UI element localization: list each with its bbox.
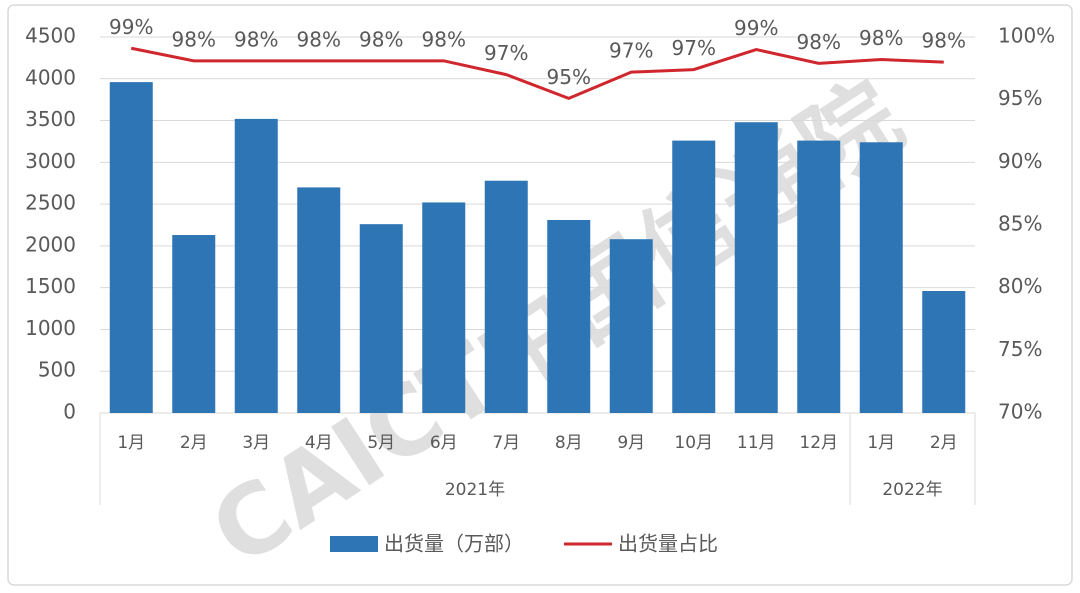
value-label: 98% [422, 27, 466, 51]
x-tick-label: 4月 [305, 433, 333, 453]
x-group-label: 2022年 [882, 480, 942, 500]
value-label: 98% [297, 27, 341, 51]
x-tick-label: 3月 [242, 433, 270, 453]
x-tick-label: 5月 [367, 433, 395, 453]
x-tick-label: 1月 [117, 433, 145, 453]
bar [359, 224, 403, 413]
bar [422, 202, 466, 413]
bar [672, 140, 716, 413]
x-tick-label: 2月 [180, 433, 208, 453]
bar [297, 187, 341, 413]
y2-tick-label: 80% [998, 274, 1042, 298]
bar [234, 118, 278, 413]
bar [547, 219, 591, 413]
y2-tick-label: 95% [998, 86, 1042, 110]
y-tick-label: 500 [38, 358, 76, 382]
x-group-label: 2021年 [445, 480, 505, 500]
legend-label: 出货量占比 [618, 532, 718, 556]
legend-label: 出货量（万部） [384, 532, 524, 556]
value-label: 98% [922, 29, 966, 53]
y-tick-label: 3500 [25, 107, 76, 131]
bar [922, 291, 966, 413]
bar [797, 140, 841, 413]
x-tick-label: 1月 [867, 433, 895, 453]
x-tick-label: 12月 [799, 433, 838, 453]
bar [859, 142, 903, 413]
value-label: 99% [109, 15, 153, 39]
y-tick-label: 1000 [25, 316, 76, 340]
y2-tick-label: 75% [998, 337, 1042, 361]
y-tick-label: 2500 [25, 191, 76, 215]
line [130, 46, 944, 101]
x-tick-label: 8月 [555, 433, 583, 453]
bar [109, 82, 153, 414]
value-label: 98% [797, 30, 841, 54]
x-tick-label: 2月 [930, 433, 958, 453]
x-tick-label: 9月 [617, 433, 645, 453]
value-label: 98% [859, 26, 903, 50]
bar [484, 180, 528, 413]
legend-swatch [330, 536, 378, 552]
y-tick-label: 1500 [25, 274, 76, 298]
y-tick-label: 0 [63, 400, 76, 424]
bar [734, 122, 778, 413]
y-tick-label: 3000 [25, 149, 76, 173]
y2-tick-label: 70% [998, 400, 1042, 424]
value-label: 98% [234, 27, 278, 51]
value-label: 98% [172, 27, 216, 51]
value-label: 95% [547, 65, 591, 89]
x-tick-label: 11月 [737, 433, 776, 453]
bar [172, 235, 216, 413]
y2-tick-label: 100% [998, 24, 1055, 48]
x-tick-label: 6月 [430, 433, 458, 453]
x-tick-label: 7月 [492, 433, 520, 453]
y2-tick-label: 90% [998, 149, 1042, 173]
bar [609, 239, 653, 413]
y2-tick-label: 85% [998, 212, 1042, 236]
value-label: 99% [734, 16, 778, 40]
value-label: 97% [672, 36, 716, 60]
y-tick-label: 4000 [25, 65, 76, 89]
x-tick-label: 10月 [674, 433, 713, 453]
y-tick-label: 4500 [25, 24, 76, 48]
value-label: 97% [609, 39, 653, 63]
value-label: 97% [484, 41, 528, 65]
value-label: 98% [359, 27, 403, 51]
y-tick-label: 2000 [25, 232, 76, 256]
